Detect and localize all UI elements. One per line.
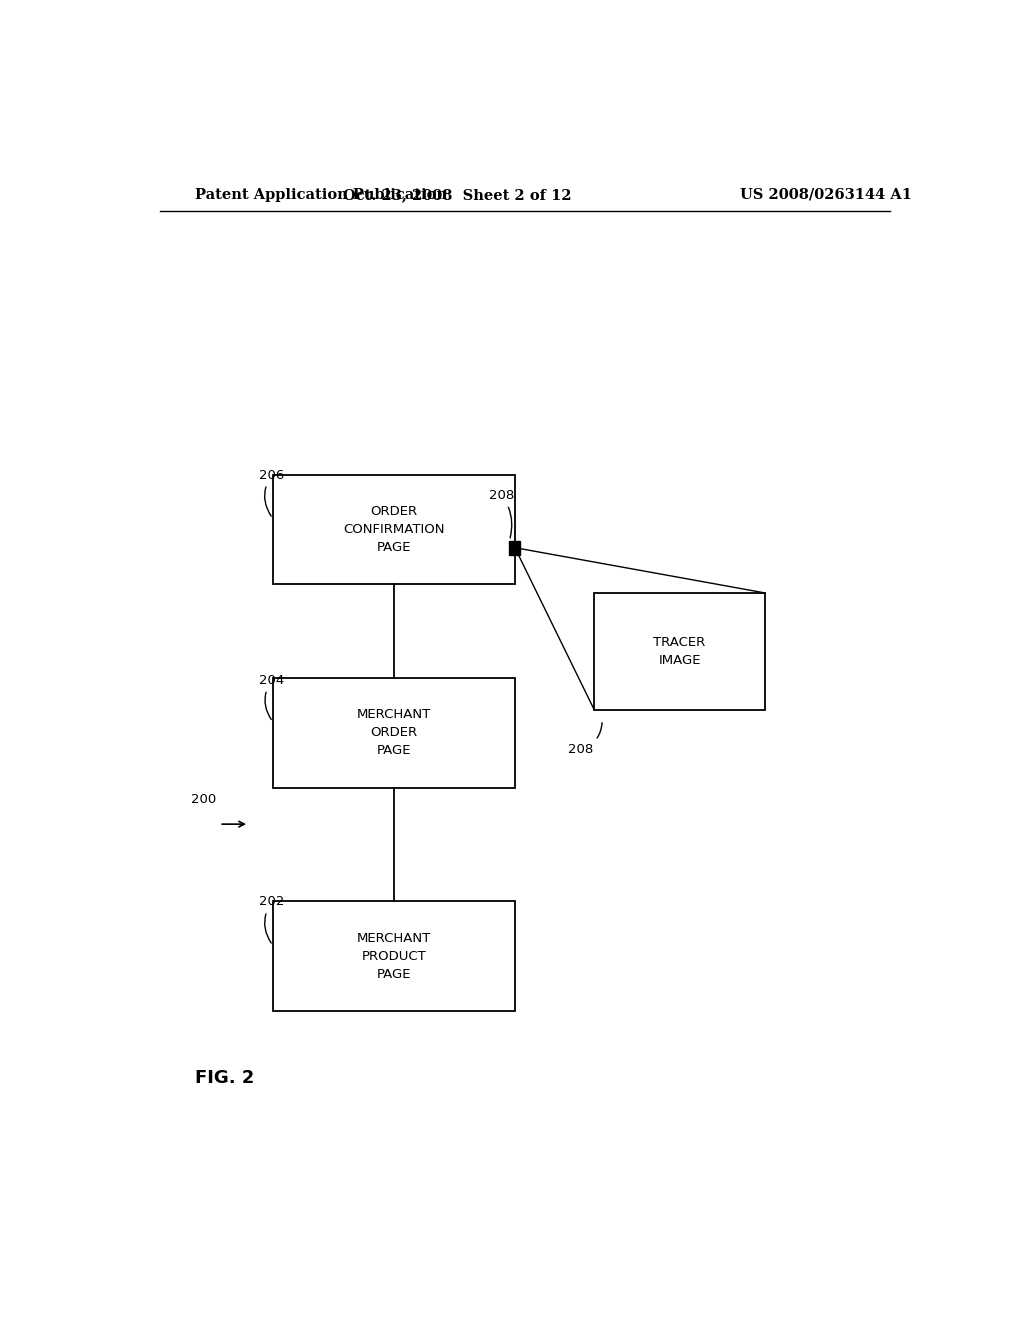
Text: MERCHANT
PRODUCT
PAGE: MERCHANT PRODUCT PAGE [356,932,431,981]
Text: US 2008/0263144 A1: US 2008/0263144 A1 [740,187,912,202]
Text: 202: 202 [259,895,285,942]
Text: 200: 200 [190,793,216,805]
Text: 204: 204 [259,675,285,719]
Text: 206: 206 [259,469,285,516]
Text: FIG. 2: FIG. 2 [196,1069,255,1088]
Bar [272,902,515,1011]
Text: Patent Application Publication: Patent Application Publication [196,187,447,202]
Bar [272,677,515,788]
Bar [272,474,515,585]
Text: Oct. 23, 2008  Sheet 2 of 12: Oct. 23, 2008 Sheet 2 of 12 [343,187,571,202]
Bar [509,541,520,554]
Text: 208: 208 [489,488,514,537]
Text: 208: 208 [568,723,602,756]
Bar [594,593,765,710]
Text: ORDER
CONFIRMATION
PAGE: ORDER CONFIRMATION PAGE [343,504,444,554]
Text: TRACER
IMAGE: TRACER IMAGE [653,636,706,667]
Text: MERCHANT
ORDER
PAGE: MERCHANT ORDER PAGE [356,708,431,758]
